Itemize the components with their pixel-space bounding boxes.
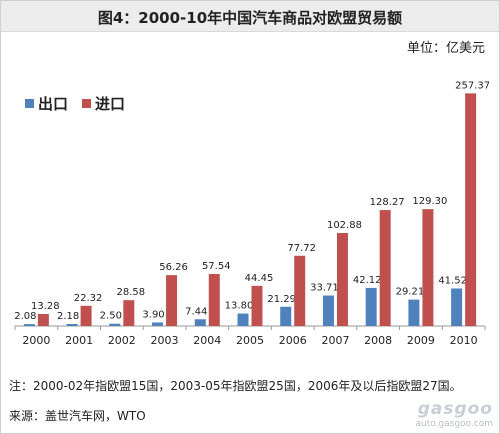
legend-swatch-import xyxy=(82,99,92,108)
legend-item-export: 出口 xyxy=(25,93,68,114)
data-label-export: 2.18 xyxy=(57,311,79,322)
data-label-export: 13.80 xyxy=(225,301,254,312)
data-label-import: 28.58 xyxy=(116,287,145,298)
bar-import xyxy=(336,233,348,326)
bar-export xyxy=(408,299,420,326)
x-tick-label: 2008 xyxy=(364,334,392,347)
data-label-export: 21.29 xyxy=(267,294,296,305)
data-label-import: 257.37 xyxy=(455,80,490,91)
bar-export xyxy=(109,323,121,326)
legend-swatch-export xyxy=(25,99,34,108)
data-label-import: 56.26 xyxy=(159,262,188,273)
legend-item-import: 进口 xyxy=(82,93,125,114)
bar-import xyxy=(208,273,220,326)
bar-import xyxy=(80,305,92,326)
data-label-export: 41.52 xyxy=(438,275,467,286)
bar-import xyxy=(37,313,49,326)
data-label-import: 13.28 xyxy=(31,301,60,312)
watermark-logo: gasgoo xyxy=(417,399,493,419)
x-tick-label: 2010 xyxy=(450,334,478,347)
x-tick-label: 2003 xyxy=(151,334,179,347)
bar-export xyxy=(66,324,78,326)
bar-export xyxy=(237,313,249,326)
legend-label-import: 进口 xyxy=(95,95,126,113)
watermark: gasgoo auto.gasgoo.com xyxy=(409,397,497,433)
bar-export xyxy=(194,319,206,326)
bar-export xyxy=(365,287,377,326)
x-tick-label: 2006 xyxy=(279,334,307,347)
legend-label-export: 出口 xyxy=(38,95,69,113)
data-label-import: 129.30 xyxy=(412,196,447,207)
x-tick-label: 2005 xyxy=(236,334,264,347)
bar-import xyxy=(465,93,477,327)
data-label-export: 3.90 xyxy=(142,309,164,320)
bar-import xyxy=(166,275,178,326)
data-label-import: 77.72 xyxy=(287,243,316,254)
bar-import xyxy=(251,285,263,326)
data-label-export: 29.21 xyxy=(396,287,425,298)
bar-export xyxy=(451,288,463,326)
x-tick-label: 2009 xyxy=(407,334,435,347)
data-label-export: 2.08 xyxy=(14,311,36,322)
bar-export xyxy=(152,322,164,326)
data-label-export: 2.50 xyxy=(100,311,122,322)
source-line: 来源：盖世汽车网，WTO xyxy=(9,409,146,423)
bar-import xyxy=(379,210,391,326)
bar-import xyxy=(123,300,135,326)
data-label-import: 102.88 xyxy=(327,220,362,231)
bar-export xyxy=(322,295,334,326)
data-label-import: 22.32 xyxy=(74,293,103,304)
legend: 出口 进口 xyxy=(25,93,125,114)
x-tick-label: 2001 xyxy=(65,334,93,347)
unit-label: 单位：亿美元 xyxy=(406,41,485,56)
chart-title: 图4：2000-10年中国汽车商品对欧盟贸易额 xyxy=(97,9,403,27)
bar-import xyxy=(422,209,434,326)
x-tick-label: 2007 xyxy=(321,334,349,347)
footnote: 注：2000-02年指欧盟15国，2003-05年指欧盟25国，2006年及以后… xyxy=(9,379,462,393)
bar-import xyxy=(294,255,306,326)
data-label-export: 7.44 xyxy=(185,306,207,317)
data-label-import: 44.45 xyxy=(245,273,274,284)
title-bar: 图4：2000-10年中国汽车商品对欧盟贸易额 xyxy=(1,1,499,32)
data-label-import: 57.54 xyxy=(202,261,231,272)
bar-export xyxy=(280,306,292,326)
data-label-import: 128.27 xyxy=(370,197,405,208)
x-tick-label: 2000 xyxy=(22,334,50,347)
x-tick-label: 2002 xyxy=(108,334,136,347)
data-label-export: 42.12 xyxy=(353,275,382,286)
x-tick-label: 2004 xyxy=(193,334,221,347)
watermark-url: auto.gasgoo.com xyxy=(415,419,493,429)
bar-export xyxy=(23,324,35,326)
data-label-export: 33.71 xyxy=(310,283,339,294)
